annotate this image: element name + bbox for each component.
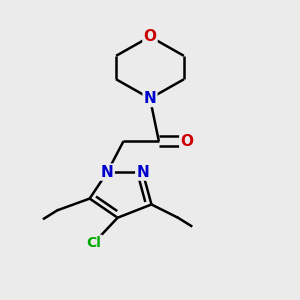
Text: N: N [144,91,156,106]
Text: O: O [180,134,193,149]
Text: O: O [143,29,157,44]
Text: N: N [101,165,114,180]
Text: Cl: Cl [87,236,101,250]
Text: N: N [136,165,149,180]
